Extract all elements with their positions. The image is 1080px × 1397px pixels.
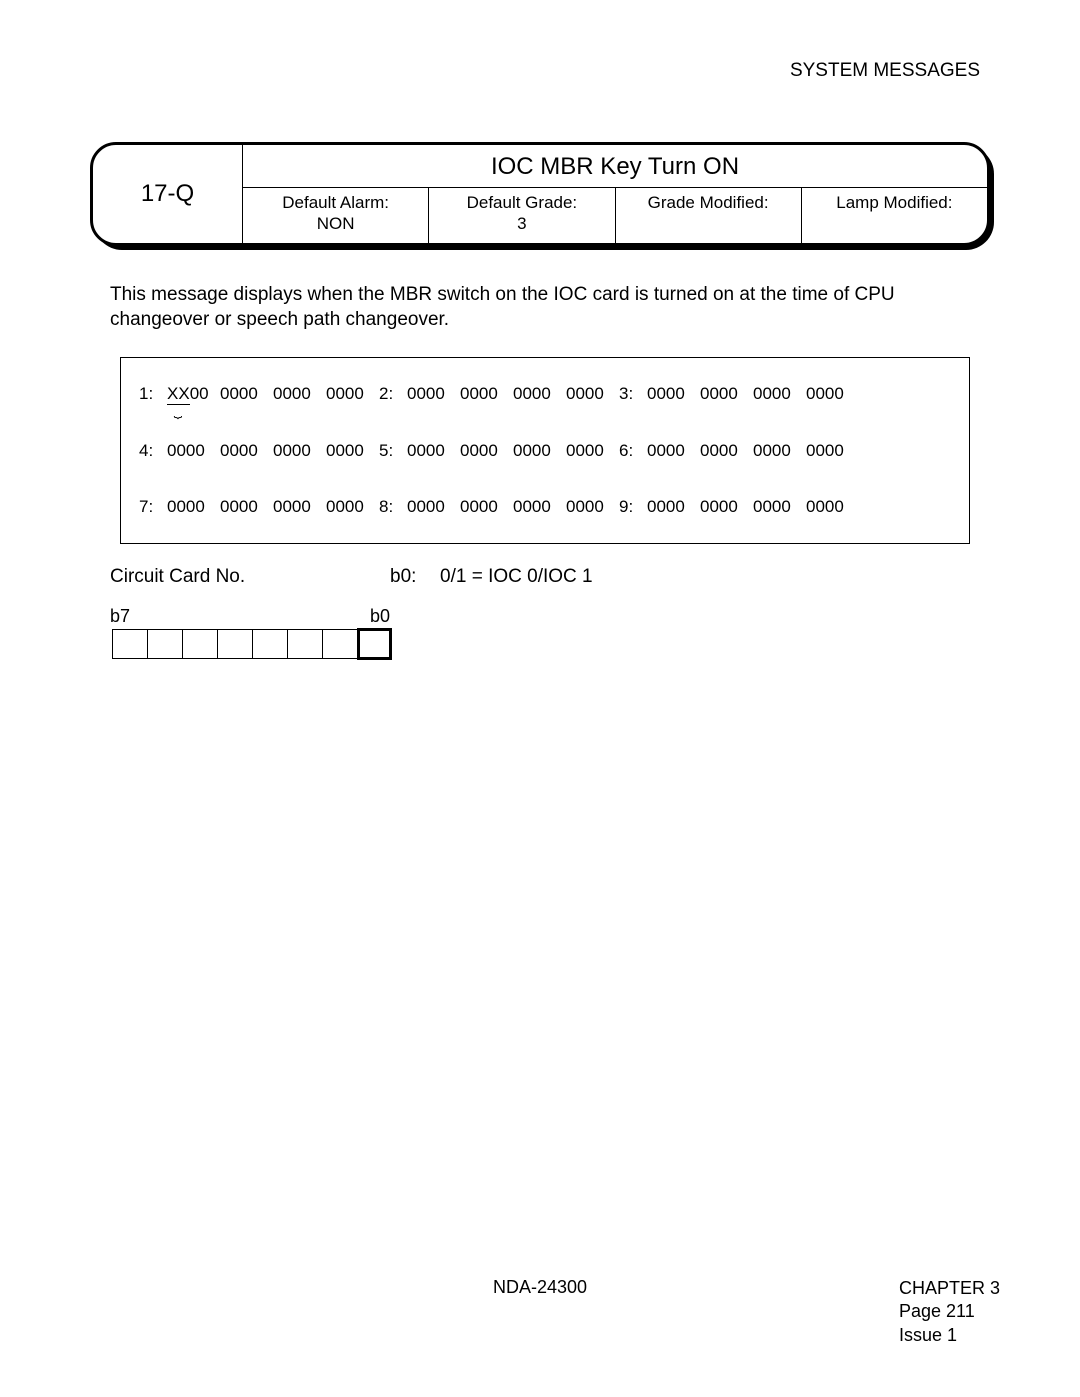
byte-bit-cell <box>147 629 182 659</box>
byte-bit-cell <box>252 629 287 659</box>
byte-bit-cell <box>322 629 357 659</box>
data-cell: 0000 <box>513 497 566 517</box>
field-label: Default Grade: <box>433 192 610 213</box>
field-label: Lamp Modified: <box>806 192 983 213</box>
data-cell: 0000 <box>700 497 753 517</box>
data-cell: 0000 <box>647 384 700 405</box>
group-label: 6: <box>619 441 647 461</box>
data-cell: 0000 <box>566 384 619 405</box>
bit-def-label: b0: <box>390 566 440 588</box>
data-cell: 0000 <box>326 441 379 461</box>
data-cell: 0000 <box>167 497 220 517</box>
data-cell: 0000 <box>460 384 513 405</box>
data-cell: 0000 <box>220 497 273 517</box>
group-label: 4: <box>139 441 167 461</box>
byte-bit-cell <box>182 629 217 659</box>
byte-table <box>112 629 1000 660</box>
data-cell: 0000 <box>407 441 460 461</box>
data-cell: 0000 <box>700 384 753 405</box>
data-cell: 0000 <box>273 441 326 461</box>
group-label: 2: <box>379 384 407 405</box>
footer-page: Page 211 <box>899 1300 1000 1323</box>
field-default-grade: Default Grade: 3 <box>429 188 615 243</box>
data-cell: 0000 <box>566 441 619 461</box>
b7-label: b7 <box>110 606 142 627</box>
circuit-section: Circuit Card No. b0: 0/1 = IOC 0/IOC 1 b… <box>110 566 1000 660</box>
data-row: 1:XX00⏟0000000000002:00000000000000003:0… <box>139 384 951 405</box>
data-cell: 0000 <box>407 384 460 405</box>
data-cell: 0000 <box>806 384 859 405</box>
data-cell: XX00⏟ <box>167 384 220 405</box>
group-label: 1: <box>139 384 167 405</box>
b0-label: b0 <box>370 606 390 627</box>
footer-issue: Issue 1 <box>899 1324 1000 1347</box>
byte-bit-cell <box>217 629 252 659</box>
group-label: 9: <box>619 497 647 517</box>
data-cell: 0000 <box>513 441 566 461</box>
data-cell: 0000 <box>273 497 326 517</box>
data-cell: 0000 <box>326 384 379 405</box>
spacer <box>142 606 370 627</box>
data-cell: 0000 <box>566 497 619 517</box>
field-label: Grade Modified: <box>620 192 797 213</box>
data-cell: 0000 <box>806 497 859 517</box>
message-box-frame: 17-Q IOC MBR Key Turn ON Default Alarm: … <box>90 142 990 246</box>
group-label: 3: <box>619 384 647 405</box>
data-cell: 0000 <box>220 384 273 405</box>
section-title: SYSTEM MESSAGES <box>790 60 980 81</box>
bit-labels: b7 b0 <box>110 606 1000 627</box>
circuit-title: Circuit Card No. <box>110 566 390 588</box>
data-cell: 0000 <box>647 497 700 517</box>
data-block: 1:XX00⏟0000000000002:00000000000000003:0… <box>120 357 970 544</box>
byte-bit-cell <box>357 628 392 660</box>
field-lamp-modified: Lamp Modified: <box>802 188 987 243</box>
field-label: Default Alarm: <box>247 192 424 213</box>
data-row: 7:00000000000000008:00000000000000009:00… <box>139 497 951 517</box>
page: SYSTEM MESSAGES 17-Q IOC MBR Key Turn ON… <box>0 0 1080 1397</box>
field-default-alarm: Default Alarm: NON <box>243 188 429 243</box>
field-value: 3 <box>433 213 610 234</box>
data-cell: 0000 <box>700 441 753 461</box>
data-cell: 0000 <box>753 441 806 461</box>
field-value: NON <box>247 213 424 234</box>
field-grade-modified: Grade Modified: <box>616 188 802 243</box>
message-title: IOC MBR Key Turn ON <box>243 145 987 188</box>
byte-bit-cell <box>112 629 147 659</box>
page-footer: NDA-24300 CHAPTER 3 Page 211 Issue 1 <box>80 1277 1000 1347</box>
data-cell: 0000 <box>753 384 806 405</box>
message-right: IOC MBR Key Turn ON Default Alarm: NON D… <box>243 145 987 243</box>
message-fields: Default Alarm: NON Default Grade: 3 Grad… <box>243 188 987 243</box>
bit-definition: b0: 0/1 = IOC 0/IOC 1 <box>390 566 593 588</box>
data-cell: 0000 <box>460 497 513 517</box>
data-cell: 0000 <box>513 384 566 405</box>
message-box: 17-Q IOC MBR Key Turn ON Default Alarm: … <box>90 142 990 246</box>
footer-doc-id: NDA-24300 <box>80 1277 1000 1298</box>
data-row: 4:00000000000000005:00000000000000006:00… <box>139 441 951 461</box>
data-cell: 0000 <box>407 497 460 517</box>
message-description: This message displays when the MBR switc… <box>110 282 970 333</box>
data-cell: 0000 <box>220 441 273 461</box>
brace-icon: ⏟ <box>168 402 188 419</box>
bit-def-value: 0/1 = IOC 0/IOC 1 <box>440 566 593 588</box>
page-header: SYSTEM MESSAGES <box>80 60 1000 82</box>
byte-bit-cell <box>287 629 322 659</box>
data-cell: 0000 <box>460 441 513 461</box>
data-cell: 0000 <box>806 441 859 461</box>
data-cell: 0000 <box>167 441 220 461</box>
data-cell: 0000 <box>326 497 379 517</box>
group-label: 8: <box>379 497 407 517</box>
data-cell: 0000 <box>753 497 806 517</box>
group-label: 5: <box>379 441 407 461</box>
circuit-row: Circuit Card No. b0: 0/1 = IOC 0/IOC 1 <box>110 566 1000 588</box>
message-code: 17-Q <box>93 145 243 243</box>
group-label: 7: <box>139 497 167 517</box>
data-cell: 0000 <box>647 441 700 461</box>
data-cell: 0000 <box>273 384 326 405</box>
